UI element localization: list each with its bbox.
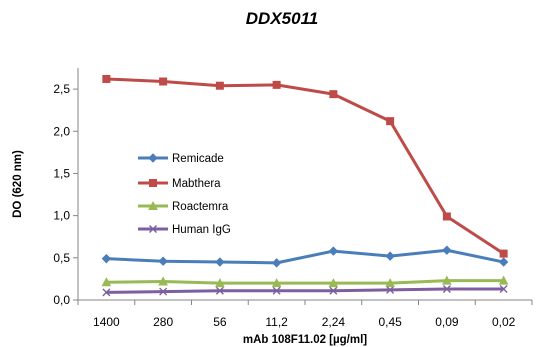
legend-label: Mabthera [172,178,221,190]
data-point-roactemra [215,278,225,288]
x-tick-label: 0,09 [435,315,459,329]
data-point-mabthera [386,117,395,126]
data-point-remicade [385,251,395,261]
data-point-mabthera [102,74,111,83]
data-point-human-igg [102,288,111,297]
x-tick-label: 11,2 [265,315,288,329]
data-point-human-igg-stroke [329,286,338,295]
data-point-mabthera [329,90,338,99]
y-ticks: 0,0 0,5 1,0 1,5 2,0 2,5 [53,82,78,307]
x-tick-label: 1400 [93,315,120,329]
legend-item-mabthera: Mabthera [138,178,221,190]
legend-marker [149,179,157,187]
series-roactemra [101,275,509,288]
legend-label: Remicade [172,153,224,165]
data-point-human-igg [386,285,395,294]
y-tick-label: 2,5 [53,82,70,96]
data-point-human-igg [215,286,224,295]
y-tick-label: 1,0 [53,209,70,223]
series-mabthera [102,74,508,258]
series-layer [101,74,509,297]
data-point-roactemra [271,278,282,288]
legend-label: Roactemra [172,201,229,213]
data-point-human-igg [329,286,338,295]
series-line-human-igg [106,287,504,294]
data-point-mabthera [442,212,451,221]
data-point-roactemra [442,275,452,285]
data-point-human-igg-stroke [102,288,111,297]
data-point-roactemra [498,275,509,285]
data-point-human-igg-stroke [159,287,168,296]
data-point-human-igg-stroke [442,285,451,294]
chart-title: DDX5011 [246,9,318,28]
data-point-remicade [442,245,452,255]
y-tick-label: 0,5 [53,251,70,265]
data-point-human-igg [159,287,168,296]
y-tick-label: 0,0 [53,293,70,307]
x-tick-label: 2,24 [322,315,346,329]
data-point-human-igg-stroke [272,286,281,295]
legend-marker [149,225,157,233]
data-point-mabthera [215,81,224,90]
data-point-remicade [215,257,225,267]
data-point-human-igg-stroke [499,285,508,294]
x-axis-label: mAb 108F11.02 [µg/ml] [243,334,367,346]
y-tick-label: 2,0 [53,124,70,138]
data-point-mabthera [272,80,281,89]
series-remicade [101,245,509,268]
legend-item-remicade: Remicade [138,153,224,165]
x-tick-label: 0,45 [378,315,402,329]
series-line-roactemra [106,279,504,285]
data-point-human-igg-stroke [215,286,224,295]
legend-item-human-igg: Human IgG [138,224,231,236]
legend-marker-stroke [149,225,157,233]
data-point-human-igg-stroke [386,285,395,294]
legend-marker [148,153,158,163]
data-point-roactemra [328,278,339,288]
data-point-human-igg [442,285,451,294]
data-point-remicade [158,256,168,266]
data-point-mabthera [159,77,168,86]
data-point-human-igg [499,285,508,294]
data-point-remicade [101,253,112,264]
legend-marker [148,200,158,210]
series-line-mabthera [106,77,505,255]
data-point-mabthera [499,249,508,258]
x-tick-label: 0,02 [492,315,516,329]
y-axis-label: DO (620 nm) [12,150,24,218]
data-point-remicade [328,246,339,256]
x-tick-label: 280 [153,315,173,329]
series-human-igg [102,285,508,297]
data-point-remicade [271,258,282,268]
series-line-remicade [106,248,504,265]
x-ticks: 1400 280 56 11,2 2,24 0,45 0,09 0,02 [77,300,533,329]
data-point-roactemra [385,278,395,288]
data-point-roactemra [158,276,168,286]
legend-item-roactemra: Roactemra [138,200,229,213]
data-point-remicade [498,257,509,267]
data-point-roactemra [101,277,112,287]
data-point-human-igg [272,286,281,295]
y-tick-label: 1,5 [53,166,70,180]
legend: Remicade Mabthera Roactemra Human IgG [138,153,231,236]
legend-label: Human IgG [172,224,231,236]
x-tick-label: 56 [213,315,227,329]
